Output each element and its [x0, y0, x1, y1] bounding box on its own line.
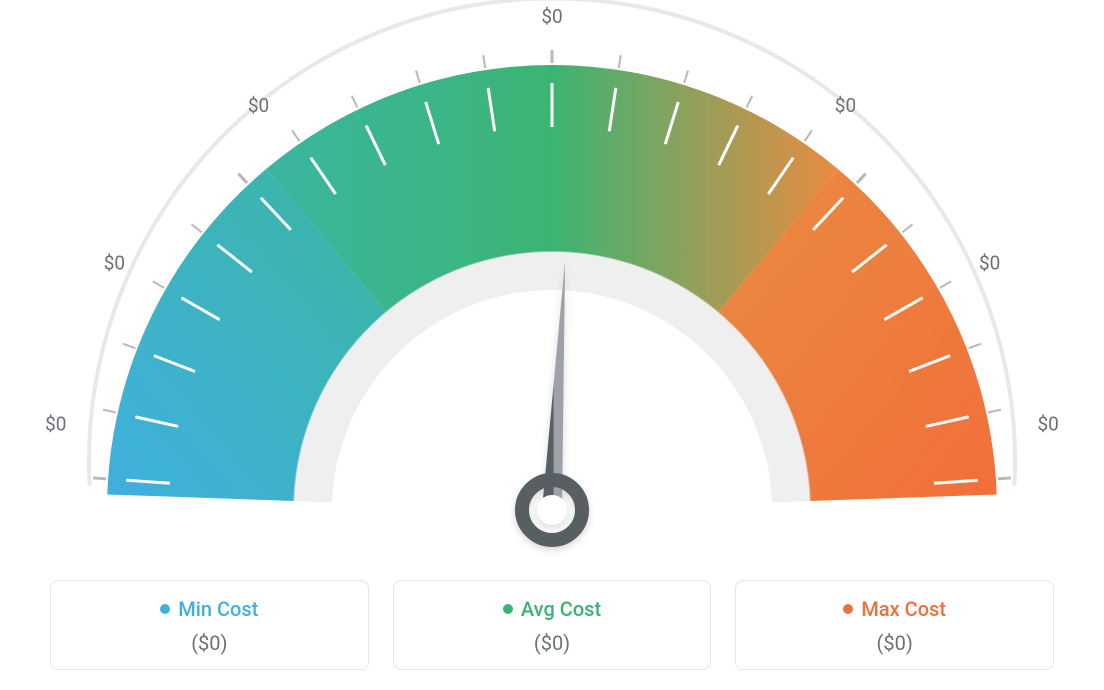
svg-text:$0: $0	[541, 5, 562, 28]
dot-icon	[503, 604, 513, 614]
gauge-needle	[522, 260, 582, 540]
gauge-wrap: $0 $0 $0 $0 $0 $0 $0	[0, 0, 1104, 560]
svg-text:$0: $0	[45, 412, 66, 435]
legend-label-text: Max Cost	[861, 597, 946, 621]
svg-text:$0: $0	[104, 252, 125, 275]
legend-label-avg: Avg Cost	[406, 597, 699, 621]
svg-text:$0: $0	[835, 94, 856, 117]
dot-icon	[843, 604, 853, 614]
legend-label-min: Min Cost	[63, 597, 356, 621]
svg-text:$0: $0	[979, 252, 1000, 275]
legend-label-text: Min Cost	[178, 597, 258, 621]
svg-text:$0: $0	[248, 94, 269, 117]
svg-text:$0: $0	[1038, 412, 1059, 435]
gauge-svg: $0 $0 $0 $0 $0 $0 $0	[0, 0, 1104, 560]
legend-row: Min Cost ($0) Avg Cost ($0) Max Cost ($0…	[50, 580, 1054, 670]
dot-icon	[160, 604, 170, 614]
legend-card-avg: Avg Cost ($0)	[393, 580, 712, 670]
legend-label-max: Max Cost	[748, 597, 1041, 621]
legend-value-min: ($0)	[63, 631, 356, 655]
legend-value-avg: ($0)	[406, 631, 699, 655]
legend-card-min: Min Cost ($0)	[50, 580, 369, 670]
legend-label-text: Avg Cost	[521, 597, 601, 621]
legend-value-max: ($0)	[748, 631, 1041, 655]
legend-card-max: Max Cost ($0)	[735, 580, 1054, 670]
gauge-chart-container: $0 $0 $0 $0 $0 $0 $0 Min Cost ($0) Avg Cost ($…	[0, 0, 1104, 690]
